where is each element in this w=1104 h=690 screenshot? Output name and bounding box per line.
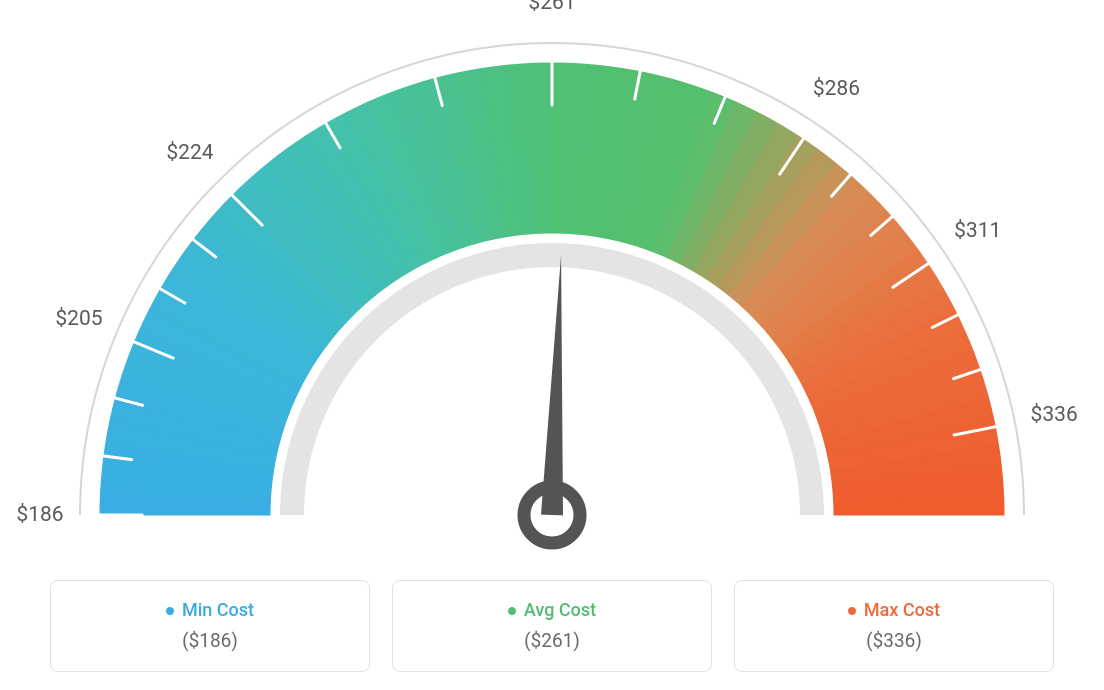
gauge-tick-label: $261 [528,0,575,15]
gauge-tick-label: $224 [166,141,213,165]
legend-max-value: ($336) [866,629,922,652]
gauge-svg [0,0,1104,560]
cost-gauge: $186 $205 $224 $261 $286 $311 $336 [0,0,1104,560]
legend-card-min: Min Cost ($186) [50,580,370,672]
gauge-tick-label: $205 [55,307,102,331]
gauge-needle [541,255,563,515]
legend-avg-value: ($261) [524,629,580,652]
legend-row: Min Cost ($186) Avg Cost ($261) Max Cost… [50,580,1054,672]
legend-card-max: Max Cost ($336) [734,580,1054,672]
gauge-tick-label: $186 [16,503,63,527]
legend-min-value: ($186) [182,629,238,652]
legend-min-label: Min Cost [166,600,254,621]
gauge-tick-label: $286 [813,77,860,101]
legend-avg-label: Avg Cost [508,600,596,621]
gauge-tick-label: $336 [1031,403,1078,427]
legend-card-avg: Avg Cost ($261) [392,580,712,672]
legend-max-label: Max Cost [848,600,940,621]
gauge-tick-label: $311 [954,219,1001,243]
